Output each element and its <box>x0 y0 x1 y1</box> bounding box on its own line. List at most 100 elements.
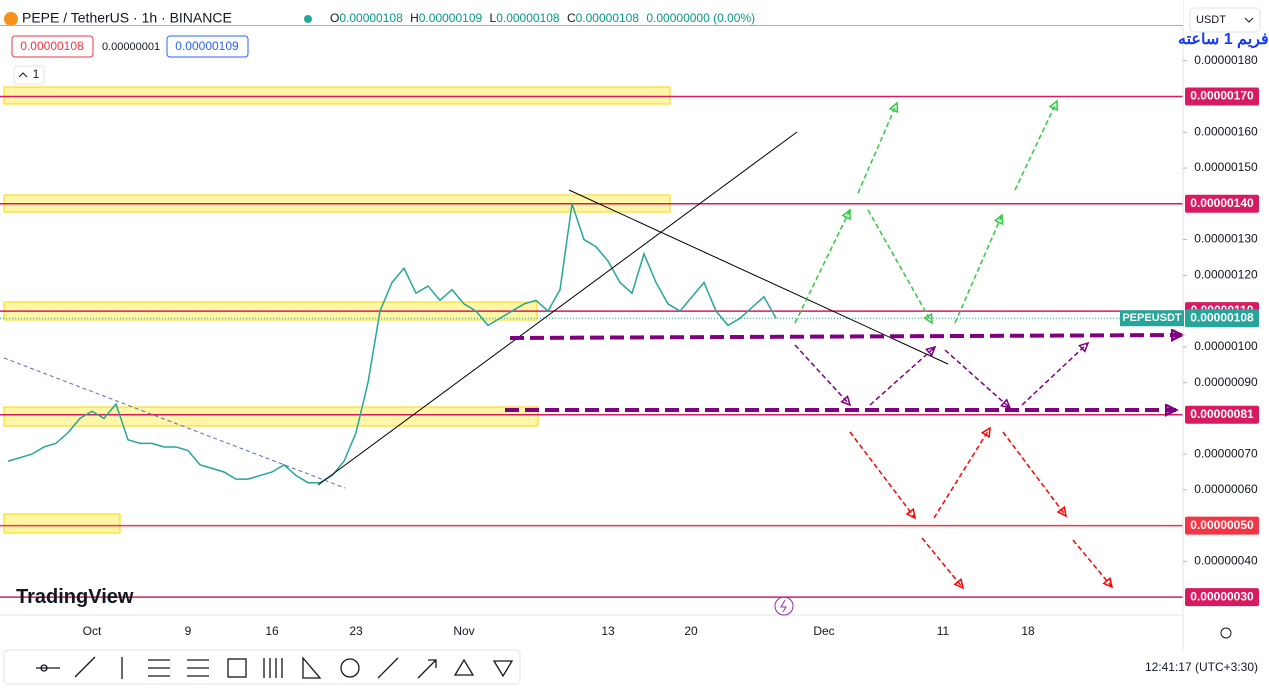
sell-price[interactable]: 0.00000108 <box>20 39 84 53</box>
support-line <box>509 335 1182 338</box>
y-tick-label: 0.00000180 <box>1194 53 1258 67</box>
sell-button[interactable] <box>11 35 94 58</box>
level-label: 0.00000140 <box>1190 196 1254 210</box>
arrow <box>933 428 990 519</box>
x-tick-label: 20 <box>684 624 698 638</box>
level-label-bg <box>1185 194 1259 213</box>
tool-ray[interactable] <box>377 657 399 679</box>
event-icon[interactable] <box>774 596 794 616</box>
clock: 12:41:17 (UTC+3:30) <box>1145 660 1258 674</box>
current-name-bg <box>1120 310 1184 327</box>
level-label-bg <box>1185 405 1259 424</box>
event-bolt <box>780 599 787 613</box>
ohlc-value: 0.00000108 <box>576 11 640 25</box>
trend-line <box>3 357 346 489</box>
levels <box>0 95 1183 598</box>
x-tick-label: Nov <box>453 624 474 638</box>
buy-price[interactable]: 0.00000109 <box>175 39 239 53</box>
current-label-bg <box>1185 309 1259 328</box>
tool-arrow-down[interactable] <box>492 660 514 678</box>
x-tick-label: Oct <box>83 624 102 638</box>
tradingview-logo: ⁠TradingView <box>16 586 134 608</box>
x-tick-label: 18 <box>1021 624 1035 638</box>
tool-rect[interactable] <box>227 658 247 678</box>
y-tick-label: 0.00000160 <box>1194 124 1258 138</box>
arrow <box>954 215 1002 324</box>
tool-hline[interactable] <box>36 664 60 672</box>
drawings <box>3 101 1182 588</box>
indicator-count: 1 <box>33 67 40 81</box>
arrow <box>794 210 850 324</box>
chevron <box>18 72 28 78</box>
trend-line <box>317 131 798 486</box>
y-tick-label: 0.00000130 <box>1194 232 1258 246</box>
current-label: 0.00000108 <box>1190 310 1254 324</box>
arrow <box>921 537 963 588</box>
y-tick-label: 0.00000100 <box>1194 339 1258 353</box>
symbol[interactable]: PEPE / TetherUS · 1h · BINANCE <box>22 10 232 26</box>
tool-trend[interactable] <box>74 656 96 678</box>
header-bg <box>0 0 1183 25</box>
x-tick-label: 9 <box>185 624 192 638</box>
ohlc-value: 0.00000108 <box>496 11 560 25</box>
y-tick-label: 0.00000040 <box>1194 554 1258 568</box>
buy-button[interactable] <box>166 35 249 58</box>
tool-gann[interactable] <box>263 658 283 678</box>
trend-line <box>568 189 949 365</box>
logo-text: TradingView <box>16 586 134 608</box>
arrow <box>1021 343 1088 406</box>
y-tick-label: 0.00000060 <box>1194 482 1258 496</box>
ohlc-label: C <box>567 11 576 25</box>
arrow <box>1002 431 1066 516</box>
y-tick-label: 0.00000150 <box>1194 160 1258 174</box>
x-tick-label: 11 <box>937 624 950 638</box>
spread: 0.00000001 <box>102 41 160 53</box>
tool-channel[interactable] <box>187 659 209 677</box>
zone <box>3 513 121 534</box>
indicator-toggle[interactable] <box>13 65 45 85</box>
arrow <box>867 209 932 323</box>
x-tick-label: 13 <box>601 624 615 638</box>
tool-arrow[interactable] <box>417 659 437 679</box>
ohlc-label: H <box>410 11 419 25</box>
price-axis: 0.00000180 0.00000160 0.00000150 0.00000130… <box>1120 53 1259 607</box>
settings-icon[interactable] <box>1220 627 1232 639</box>
x-tick-label: 16 <box>265 624 279 638</box>
zone <box>3 86 671 105</box>
chevron <box>1244 17 1254 23</box>
tool-circle[interactable] <box>340 658 360 678</box>
y-tick-label: 0.00000120 <box>1194 267 1258 281</box>
tool-fib[interactable] <box>148 659 170 677</box>
analysis-title: تحلیل پپه | قسمت نهم | شش آذر 1402 | تای… <box>1178 27 1269 49</box>
level-label-bg <box>1185 588 1259 607</box>
arrow <box>1014 101 1057 191</box>
y-tick-label: 0.00000090 <box>1194 375 1258 389</box>
arrow <box>857 103 897 194</box>
price-line <box>7 203 777 484</box>
arrow <box>869 347 935 406</box>
x-tick-label: Dec <box>813 624 834 638</box>
status-dot <box>304 15 312 23</box>
currency[interactable]: USDT <box>1196 14 1226 26</box>
level-label: 0.00000081 <box>1190 407 1254 421</box>
level-label-bg <box>1185 87 1259 106</box>
series <box>7 203 777 484</box>
level-label: 0.00000050 <box>1190 518 1254 532</box>
level-label: 0.00000030 <box>1190 589 1254 603</box>
current-name: PEPEUSDT <box>1122 312 1182 324</box>
symbol-icon <box>4 12 18 26</box>
arrow <box>1072 539 1112 587</box>
currency-select[interactable] <box>1189 7 1261 33</box>
ohlc-label: L <box>490 11 497 25</box>
ohlc: O0.00000108 H0.00000109 L0.00000108 C0.0… <box>330 11 755 25</box>
ohlc-label: O <box>330 11 339 25</box>
ohlc-value: 0.00000109 <box>419 11 483 25</box>
x-tick-label: 23 <box>349 624 363 638</box>
drawing-toolbar <box>3 649 521 685</box>
tool-arrow-up[interactable] <box>453 658 475 676</box>
level-label-bg <box>1185 516 1259 535</box>
arrow <box>849 431 915 518</box>
tool-pattern[interactable] <box>302 656 322 679</box>
